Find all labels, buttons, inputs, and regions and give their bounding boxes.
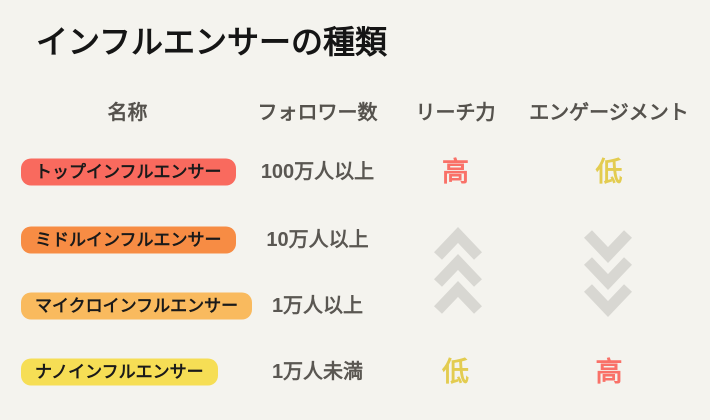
column-header-followers: フォロワー数 bbox=[257, 102, 378, 124]
table-row: トップインフルエンサー 100万人以上 高 低 bbox=[0, 156, 710, 188]
influencer-name-badge: マイクロインフルエンサー bbox=[21, 292, 253, 320]
column-header-reach: リーチ力 bbox=[415, 102, 496, 124]
page-title: インフルエンサーの種類 bbox=[36, 24, 388, 60]
influencer-name-badge: ナノインフルエンサー bbox=[21, 358, 218, 386]
engagement-level: 高 bbox=[595, 357, 623, 387]
followers-value: 1万人未満 bbox=[271, 361, 364, 383]
reach-level: 低 bbox=[442, 357, 469, 387]
influencer-name-badge: ミドルインフルエンサー bbox=[21, 226, 236, 254]
reach-level: 高 bbox=[442, 157, 469, 187]
influencer-name-badge: トップインフルエンサー bbox=[21, 158, 236, 186]
followers-value: 10万人以上 bbox=[266, 229, 369, 251]
column-header-engagement: エンゲージメント bbox=[529, 102, 689, 124]
followers-value: 100万人以上 bbox=[260, 161, 375, 183]
followers-value: 1万人以上 bbox=[271, 295, 364, 317]
table-header-row: 名称 フォロワー数 リーチ力 エンゲージメント bbox=[0, 98, 710, 128]
table-row: ミドルインフルエンサー 10万人以上 bbox=[0, 224, 710, 256]
table-row: ナノインフルエンサー 1万人未満 低 高 bbox=[0, 356, 710, 388]
chevrons-down-icon bbox=[584, 228, 632, 317]
column-header-name: 名称 bbox=[107, 102, 148, 124]
chevrons-up-icon bbox=[434, 227, 482, 316]
engagement-level: 低 bbox=[595, 157, 623, 187]
table-row: マイクロインフルエンサー 1万人以上 bbox=[0, 290, 710, 322]
